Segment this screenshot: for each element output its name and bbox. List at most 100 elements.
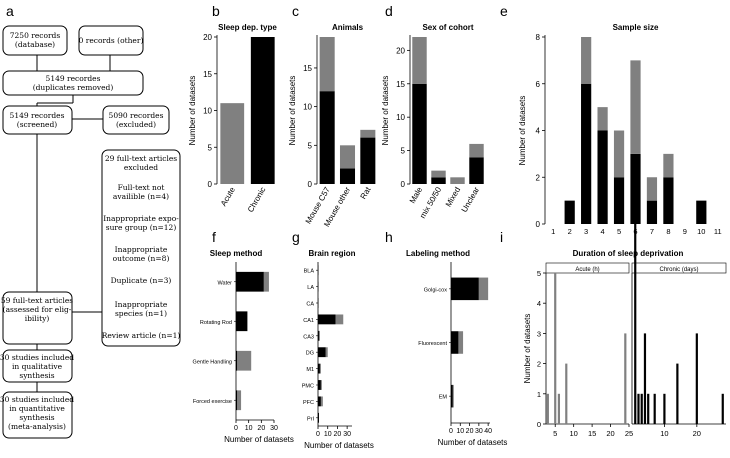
box-records-other	[78, 25, 144, 56]
y-tick-label: 2	[537, 360, 541, 369]
x-axis-label: Number of datasets	[224, 435, 294, 444]
x-tick-label: 0	[234, 425, 238, 432]
bar-chronic-2	[637, 393, 640, 424]
bar-grey-ca1	[335, 314, 344, 325]
bar-black-4	[597, 130, 608, 224]
bar-black-8	[663, 177, 674, 224]
x-tick-label: 5	[617, 227, 621, 236]
screened-text: (screened)	[17, 120, 58, 129]
bar-grey-mix-50-50	[431, 170, 446, 178]
chart-h: Labeling method 0 10 20 30 40 Number of datase…	[406, 249, 507, 447]
x-tick-label: 1	[551, 227, 555, 236]
assessed-text: (assessed for elig-	[3, 305, 72, 314]
panel-letter-b: b	[212, 3, 220, 19]
bar-grey-unclear	[469, 143, 484, 158]
x-tick-label: Mixed	[444, 186, 462, 209]
bar-black-unclear	[469, 157, 484, 184]
x-tick-label: 10	[697, 227, 705, 236]
chart-title: Sleep dep. type	[218, 23, 277, 32]
bar-black-dg	[318, 347, 326, 358]
assessed-text: 59 full-text articles	[1, 296, 73, 305]
y-tick-label: 0	[208, 180, 213, 189]
bar-grey-m1	[319, 363, 321, 374]
x-tick-label: 5	[553, 429, 557, 438]
y-tick-label: 5	[308, 141, 313, 150]
x-tick-label: 11	[714, 227, 722, 236]
y-tick-label: 4	[536, 127, 541, 136]
x-tick-label: 0	[449, 428, 453, 435]
bar-grey-pfc	[320, 396, 323, 407]
panel-letter-f: f	[212, 229, 216, 245]
x-tick-label: 20	[466, 428, 474, 435]
exclusion-reason-0: Full-text not	[118, 183, 165, 192]
bar-black-ca3	[318, 330, 319, 341]
bar-black-pfc	[318, 396, 321, 407]
x-tick-label: Male	[408, 185, 425, 205]
exclusion-reason-1: sure group (n=12)	[106, 223, 177, 232]
bar-grey-water	[263, 271, 269, 292]
bar-black-gentle-handling	[236, 350, 238, 371]
x-tick-label: 7	[650, 227, 654, 236]
x-tick-label: 30	[270, 425, 278, 432]
box-records-database	[2, 25, 68, 56]
y-tick-label: CA	[306, 302, 314, 308]
y-tick-label: Rotating Rod	[200, 320, 232, 326]
x-tick-label: 15	[588, 429, 596, 438]
bar-grey-bla	[318, 265, 319, 276]
excluded-text: 5090 recordes	[109, 111, 164, 120]
duplicates-removed-text: (duplicates removed)	[33, 83, 114, 92]
bar-grey-mouse-c57	[319, 37, 335, 92]
x-axis-label: Number of datasets	[438, 438, 508, 447]
bar-chronic	[250, 37, 275, 184]
bar-grey-golgi-cox	[478, 277, 489, 301]
bar-black-male	[412, 83, 427, 184]
bar-black-rat	[360, 137, 376, 184]
x-tick-label: 10	[245, 425, 253, 432]
bar-black-mouse-other	[339, 168, 356, 184]
bar-acute-6	[557, 393, 561, 424]
bar-chronic-5	[647, 393, 650, 424]
y-tick-label: 10	[303, 103, 312, 112]
y-tick-label: 20	[203, 33, 212, 42]
bar-grey-dg	[325, 347, 328, 358]
bar-acute	[220, 103, 245, 184]
bar-black-golgi-cox	[451, 277, 479, 301]
bar-chronic-1	[634, 182, 637, 424]
bar-grey-mouse-other	[339, 145, 356, 169]
bar-grey-fluorescent	[458, 331, 464, 354]
y-tick-label: 20	[396, 46, 405, 55]
x-tick-label: 20	[606, 429, 614, 438]
bar-grey-male	[412, 37, 427, 84]
y-tick-label: 10	[396, 113, 405, 122]
box-fulltext-excluded	[101, 149, 181, 347]
quantitative-text: (meta-analysis)	[8, 422, 66, 431]
x-tick-label: 10	[660, 429, 668, 438]
bar-black-5	[613, 177, 625, 224]
bar-grey-8	[663, 153, 674, 178]
box-qualitative	[2, 349, 73, 383]
y-axis-label: Number of datasets	[523, 314, 532, 384]
y-axis-label: Number of datasets	[288, 76, 297, 146]
y-tick-label: CA1	[303, 318, 314, 324]
y-tick-label: Gentle Handling	[193, 359, 232, 365]
y-tick-label: DG	[306, 351, 314, 357]
y-tick-label: 15	[396, 80, 405, 89]
exclusion-reason-2: outcome (n=8)	[113, 254, 170, 263]
bar-chronic-4	[643, 333, 647, 424]
y-tick-label: PFC	[303, 400, 314, 406]
x-tick-label: Chronic	[246, 186, 268, 214]
chart-i: Duration of sleep deprivation Number of d…	[523, 182, 727, 438]
box-quantitative	[2, 391, 73, 439]
chart-title: Duration of sleep deprivation	[573, 249, 684, 258]
quantitative-text: synthesis	[19, 413, 54, 422]
box-duplicates-removed	[2, 70, 144, 96]
bar-grey-4	[597, 107, 608, 131]
bar-grey-gentle-handling	[237, 350, 252, 371]
panel-letter-h: h	[385, 229, 393, 245]
bar-acute-5	[554, 273, 557, 424]
x-tick-label: 20	[693, 429, 701, 438]
box-screened	[2, 105, 73, 135]
bar-black-water	[236, 271, 264, 292]
chart-title: Labeling method	[406, 249, 470, 258]
